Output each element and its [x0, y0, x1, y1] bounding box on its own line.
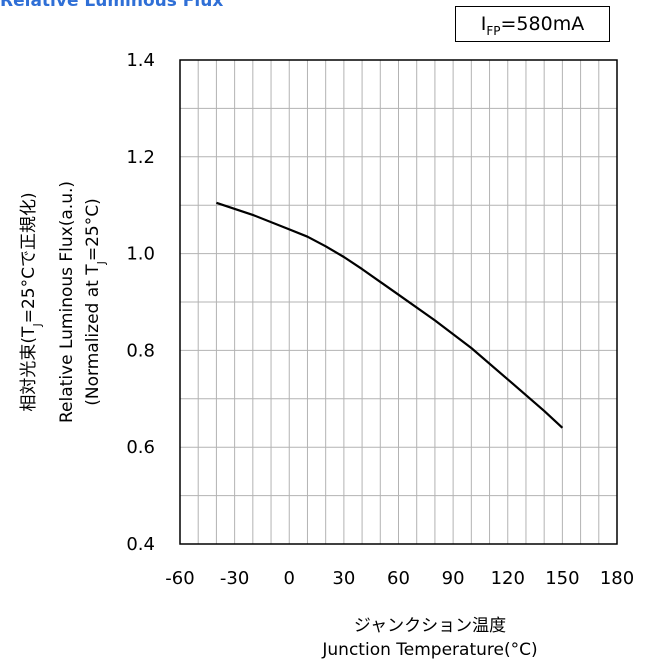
- y-tick-label: 1.4: [126, 50, 155, 71]
- y-tick-label: 1.0: [126, 244, 155, 265]
- x-tick-label: 30: [332, 568, 355, 589]
- condition-prefix: I: [480, 13, 487, 35]
- y-tick-label: 0.6: [126, 437, 155, 458]
- condition-subscript: FP: [486, 23, 501, 38]
- x-tick-label: 90: [442, 568, 465, 589]
- y-tick-label: 0.8: [126, 340, 155, 361]
- x-tick-label: 150: [545, 568, 579, 589]
- y-axis-label-normalized: (Normalized at TJ=25°C): [83, 198, 108, 405]
- y-tick-label: 0.4: [126, 534, 155, 555]
- x-axis-label: Junction Temperature(°C): [321, 640, 537, 660]
- x-tick-label: -30: [220, 568, 249, 589]
- data-line: [216, 201, 564, 429]
- y-axis-label-jp: 相対光束(TJ=25°Cで正規化): [19, 192, 44, 411]
- plot-frame: [179, 59, 618, 545]
- x-tick-label: 120: [491, 568, 525, 589]
- x-axis-label-jp: ジャンクション温度: [354, 616, 506, 636]
- condition-label: IFP=580mA: [455, 6, 610, 42]
- x-tick-label: 0: [284, 568, 295, 589]
- chart-title: Relative Luminous Flux: [0, 0, 224, 11]
- condition-value: =580mA: [500, 13, 585, 35]
- x-tick-label: 180: [600, 568, 634, 589]
- y-tick-label: 1.2: [126, 147, 155, 168]
- x-tick-label: -60: [165, 568, 194, 589]
- y-axis-label: Relative Luminous Flux(a.u.): [57, 181, 77, 423]
- x-tick-label: 60: [387, 568, 410, 589]
